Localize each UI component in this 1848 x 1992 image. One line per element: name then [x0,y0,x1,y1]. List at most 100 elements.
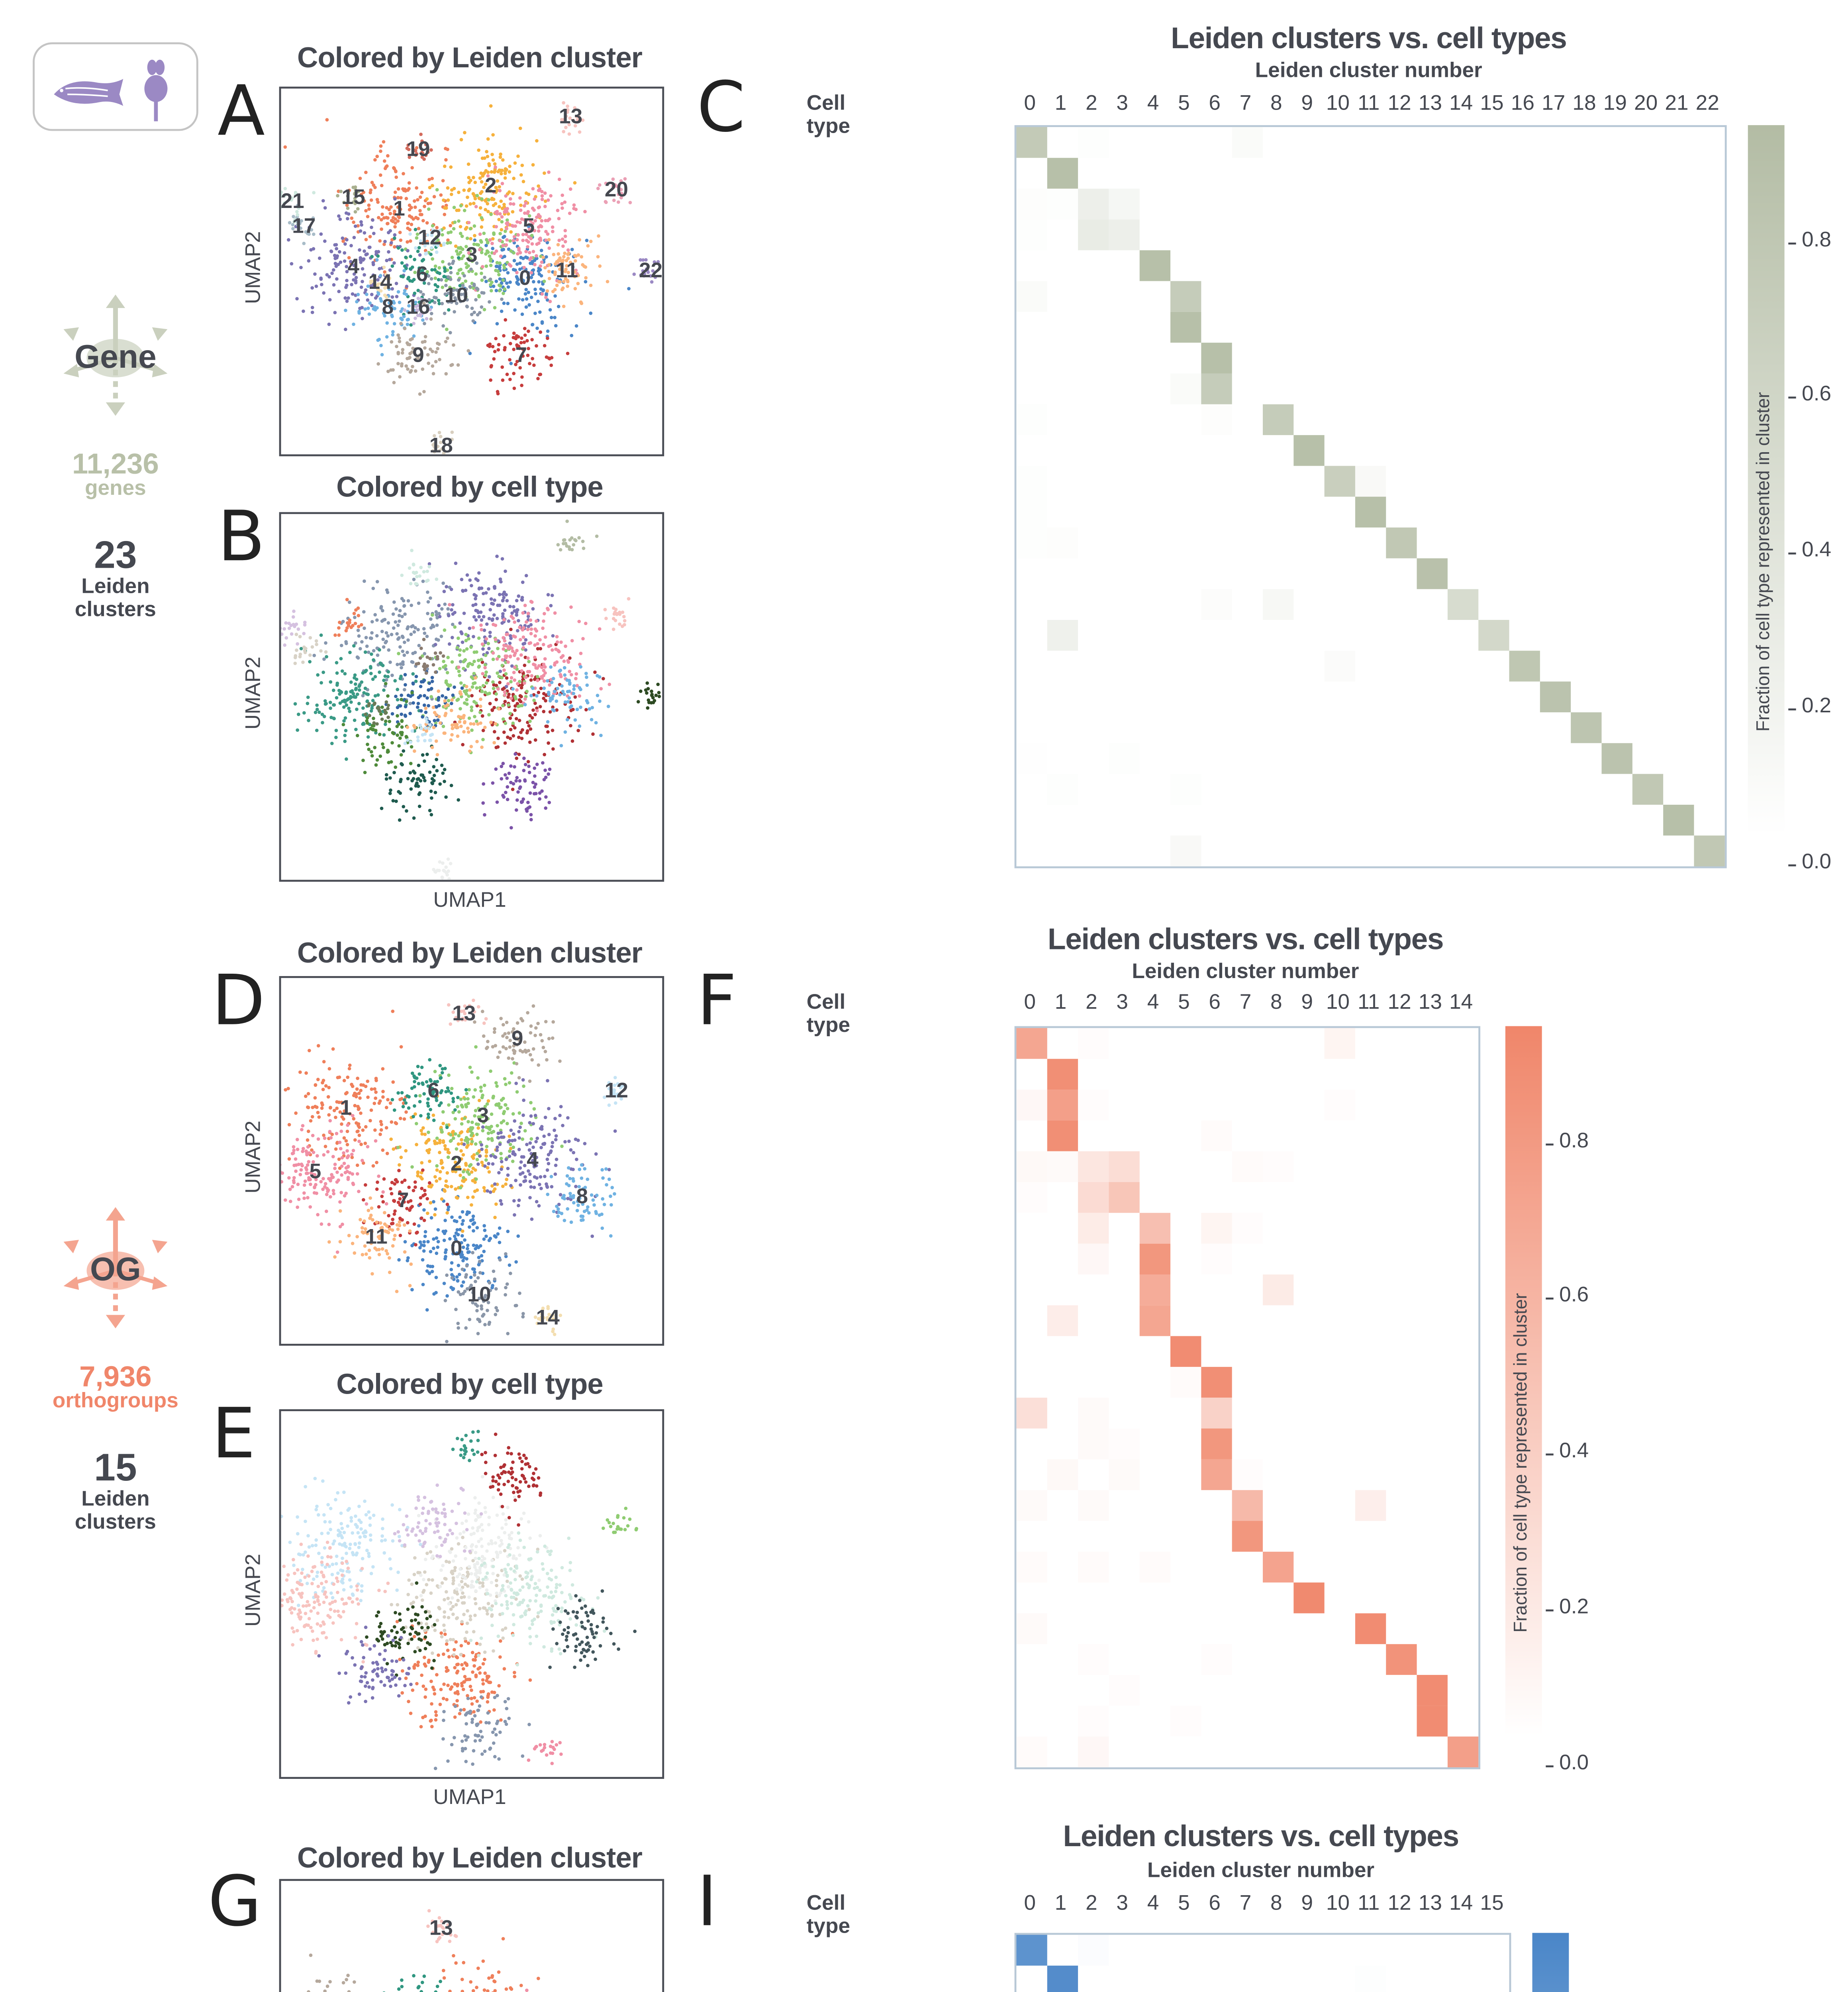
umap-point [319,649,323,653]
umap-point [299,266,303,269]
umap-point [460,1684,464,1688]
umap-point [421,151,425,155]
umap-point [600,1212,604,1216]
umap-point [604,1167,608,1171]
umap-point [607,1103,611,1107]
umap-point [503,639,507,643]
umap-point [523,292,527,296]
umap-point [506,735,510,739]
umap-point [516,252,519,256]
umap-point [483,1323,487,1327]
umap-point [430,231,433,234]
umap-point [529,1024,533,1028]
umap-point [402,604,406,608]
umap-point [508,1045,512,1049]
umap-point [524,288,528,292]
umap-point [477,1115,480,1119]
umap-point [296,642,300,646]
umap-d-plot[interactable]: 0 1 2 3 4 5 6 7 8 9 10 11 12 13 14 [279,976,664,1346]
umap-point [529,678,533,682]
umap-point [355,1087,359,1091]
umap-point [484,208,487,212]
umap-point [403,1250,407,1254]
umap-point [431,349,434,353]
umap-point [398,1197,402,1201]
umap-point [568,1176,572,1180]
umap-point [461,1222,464,1226]
umap-point [347,296,350,300]
umap-point [578,130,582,134]
umap-point [523,663,527,667]
umap-point [547,217,551,221]
umap-point [509,780,513,784]
umap-point [583,1186,587,1189]
umap-point [511,1159,515,1163]
umap-point [529,256,533,260]
umap-point [520,375,524,379]
umap-point [578,1167,582,1171]
umap-a-plot[interactable]: 0 1 2 3 4 5 6 7 8 9 10 11 12 13 14 15 16 17 18 19 20 21 22 [279,86,664,457]
umap-point [348,651,352,654]
umap-point [445,1642,449,1646]
umap-point [482,185,486,189]
umap-point [484,182,488,186]
umap-point [377,1174,380,1178]
umap-point [425,197,429,201]
umap-point [508,263,511,267]
umap-point [446,186,450,190]
umap-point [515,220,519,224]
umap-point [426,150,430,154]
umap-point [543,199,547,203]
umap-point [447,262,451,266]
umap-point [559,744,563,747]
umap-point [386,670,390,674]
umap-point [480,714,484,718]
umap-point [592,1203,596,1207]
umap-point [484,591,488,595]
umap-point [436,238,440,242]
umap-point [452,206,456,210]
umap-point [335,1131,339,1135]
umap-point [484,1234,488,1238]
umap-point [477,1107,480,1110]
umap-point [480,1143,484,1147]
umap-point [567,696,571,700]
umap-point [469,257,473,261]
umap-point [576,1203,580,1207]
umap-point [296,728,300,732]
umap-b-plot[interactable] [279,512,664,882]
umap-point [359,1520,363,1524]
umap-point [372,724,376,727]
umap-point [364,238,368,241]
umap-point [340,1122,343,1126]
umap-point [590,718,594,722]
umap-point [490,708,494,712]
umap-point [426,1112,430,1116]
umap-point [372,658,375,662]
umap-point [551,729,555,732]
umap-point [449,862,453,865]
umap-point [424,251,428,255]
umap-point [584,708,588,712]
umap-point [487,647,491,651]
umap-point [469,1126,473,1130]
umap-point [421,1168,425,1172]
umap-point [529,632,533,635]
umap-point [540,1312,544,1316]
umap-point [376,338,380,342]
umap-point [408,771,412,774]
umap-point [401,1105,405,1108]
umap-e-plot[interactable] [279,1409,664,1779]
umap-point [405,809,408,813]
umap-point [334,243,338,247]
umap-point [527,724,531,728]
umap-point [365,1202,368,1206]
umap-point [428,308,432,312]
umap-point [454,725,458,729]
umap-point [568,212,572,215]
umap-point [447,291,450,295]
umap-point [456,1682,460,1686]
umap-point [480,586,484,590]
umap-point [325,1210,328,1213]
umap-point [420,1673,423,1677]
